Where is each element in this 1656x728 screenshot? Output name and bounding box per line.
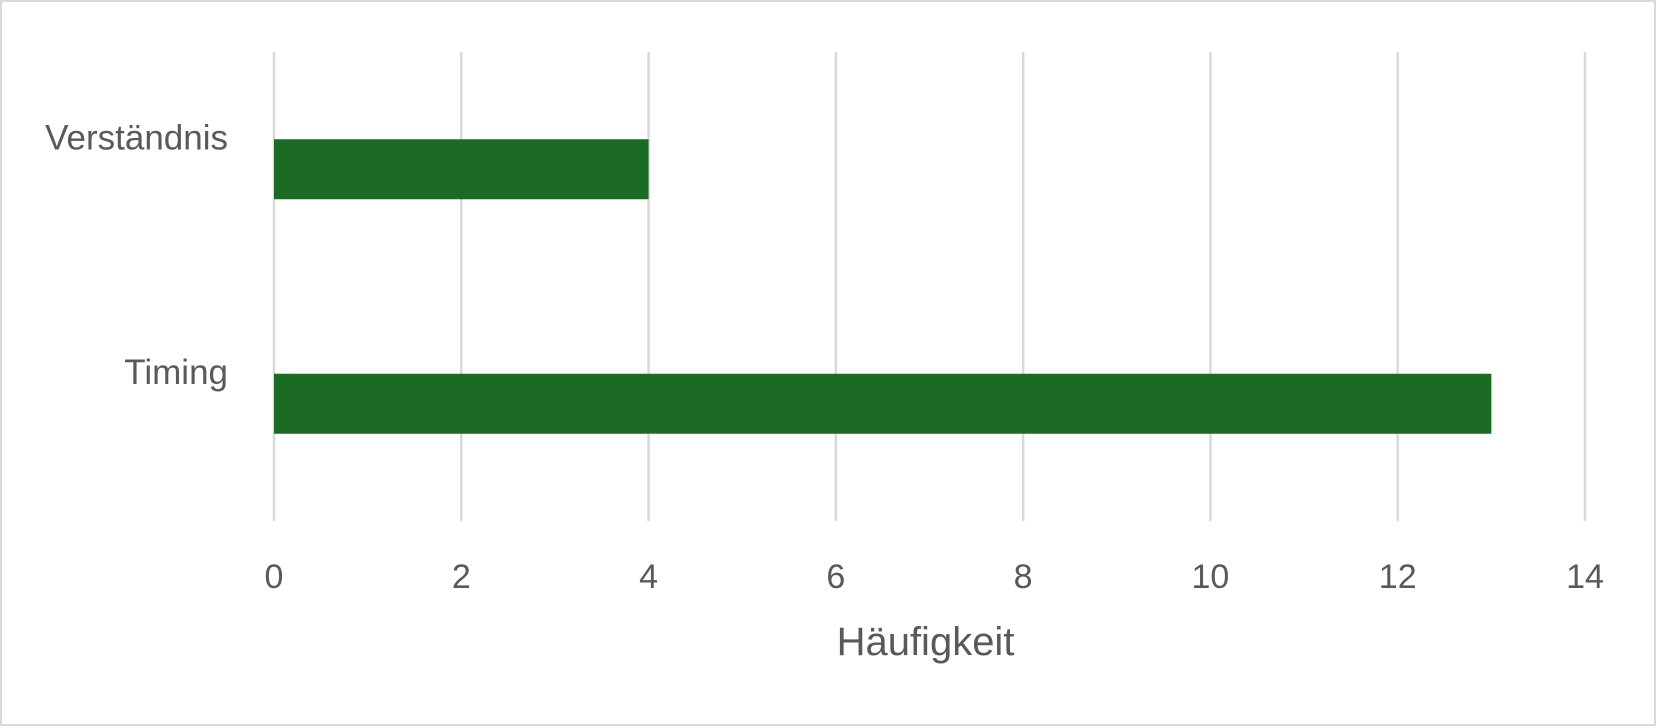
x-tick-label: 12 bbox=[1379, 558, 1417, 596]
category-label: Verständnis bbox=[45, 118, 228, 157]
x-tick-label: 10 bbox=[1192, 558, 1230, 596]
x-tick-label: 6 bbox=[826, 558, 845, 596]
bar-timing bbox=[274, 373, 1492, 434]
category-labels: Timing Verständnis bbox=[45, 118, 228, 392]
x-axis-title: Häufigkeit bbox=[837, 620, 1015, 664]
x-tick-label: 14 bbox=[1566, 558, 1604, 596]
bar-verständnis bbox=[274, 139, 649, 200]
x-tick-labels: 0 2 4 6 8 10 12 14 bbox=[265, 558, 1604, 596]
x-tick-label: 0 bbox=[265, 558, 284, 596]
category-label: Timing bbox=[124, 353, 228, 392]
x-tick-label: 4 bbox=[639, 558, 658, 596]
x-tick-label: 8 bbox=[1014, 558, 1033, 596]
x-tick-label: 2 bbox=[452, 558, 471, 596]
gridlines bbox=[272, 52, 1587, 521]
bars bbox=[274, 139, 1492, 434]
